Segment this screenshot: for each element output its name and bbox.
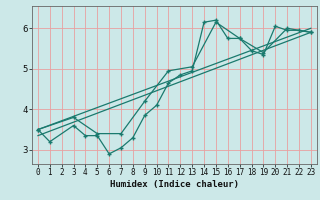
X-axis label: Humidex (Indice chaleur): Humidex (Indice chaleur) xyxy=(110,180,239,189)
